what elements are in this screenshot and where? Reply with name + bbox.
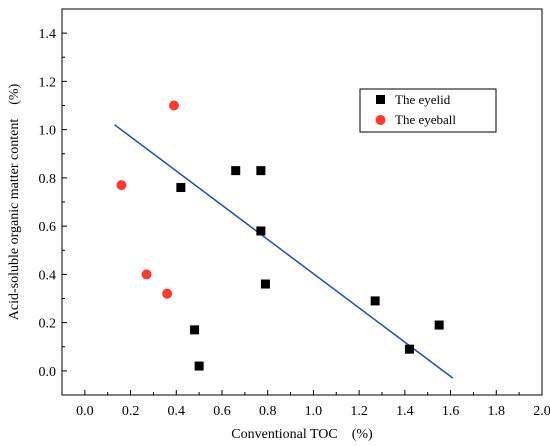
y-tick-label: 1.4 xyxy=(39,27,57,42)
eyelid-point xyxy=(190,325,200,335)
eyelid-point xyxy=(176,183,186,193)
x-tick-label: 1.6 xyxy=(442,404,460,419)
x-tick-label: 0.0 xyxy=(76,404,94,419)
legend-eyeball-label: The eyeball xyxy=(395,112,456,127)
y-axis-ticks: 0.0 0.2 0.4 0.6 0.8 1.0 1.2 1.4 xyxy=(39,27,67,380)
eyeball-point xyxy=(162,288,173,299)
regression-line xyxy=(114,124,454,379)
eyelid-point xyxy=(404,344,414,354)
x-tick-label: 0.6 xyxy=(213,404,231,419)
x-tick-label: 1.8 xyxy=(488,404,506,419)
legend: The eyelid The eyeball xyxy=(359,88,497,133)
y-axis-title: Acid-soluble organic matter content (%) xyxy=(7,83,22,320)
x-tick-label: 0.2 xyxy=(122,404,140,419)
y-tick-label: 0.2 xyxy=(39,317,57,332)
eyelid-point xyxy=(256,166,266,176)
y-tick-label: 1.2 xyxy=(39,75,57,90)
y-tick-label: 0.6 xyxy=(39,220,57,235)
x-axis-title: Conventional TOC (%) xyxy=(231,427,373,442)
points-layer xyxy=(116,100,444,371)
x-tick-label: 2.0 xyxy=(533,404,550,419)
eyelid-point xyxy=(434,320,444,330)
eyelid-point xyxy=(194,361,204,371)
x-axis-ticks: 0.0 0.2 0.4 0.6 0.8 1.0 1.2 1.4 1.6 1.8 2.0 xyxy=(76,390,550,419)
plot-frame xyxy=(61,8,543,396)
legend-eyeball-marker xyxy=(375,115,386,125)
legend-eyelid-marker xyxy=(376,95,385,104)
y-tick-label: 0.0 xyxy=(39,365,57,380)
y-tick-label: 1.0 xyxy=(39,124,57,139)
eyelid-point xyxy=(370,296,380,306)
eyelid-point xyxy=(260,279,270,289)
eyelid-point xyxy=(256,226,266,236)
eyeball-point xyxy=(141,269,152,280)
eyeball-point xyxy=(169,100,179,111)
legend-eyelid-label: The eyelid xyxy=(395,92,451,107)
x-tick-label: 1.4 xyxy=(396,404,414,419)
x-tick-label: 1.2 xyxy=(350,404,368,419)
fit-line-layer xyxy=(114,124,454,379)
x-tick-label: 0.4 xyxy=(168,404,186,419)
y-tick-label: 0.8 xyxy=(39,172,57,187)
x-tick-label: 1.0 xyxy=(305,404,323,419)
y-tick-label: 0.4 xyxy=(39,268,57,283)
x-tick-label: 0.8 xyxy=(259,404,277,419)
eyeball-point xyxy=(116,180,127,191)
eyelid-point xyxy=(231,166,241,176)
